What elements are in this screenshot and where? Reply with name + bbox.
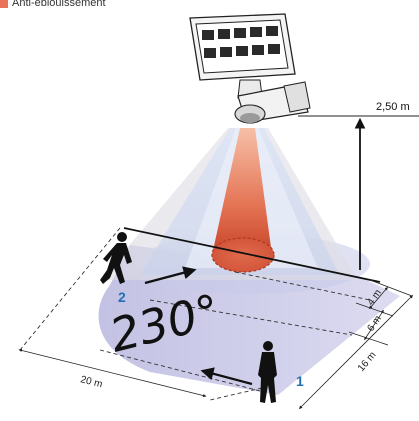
wall-line — [123, 227, 381, 283]
height-dimension: 2,50 m — [298, 101, 419, 270]
person-marker-2: 2 — [118, 289, 126, 305]
legend: Anti-éblouissement — [0, 0, 106, 9]
light-beam — [100, 128, 358, 280]
person-icon — [100, 232, 132, 284]
person-icon — [258, 341, 277, 403]
direction-arrow-left — [144, 266, 197, 285]
width-20-label: 20 m — [79, 374, 103, 390]
height-label: 2,50 m — [376, 101, 410, 113]
person-marker-1: 1 — [296, 373, 304, 389]
anti-glare-spot — [211, 237, 275, 273]
width-dimension: 20 m — [18, 348, 207, 398]
floodlight-icon — [189, 13, 311, 124]
direction-arrow-right — [200, 367, 253, 386]
legend-swatch — [0, 0, 8, 8]
anti-glare-cone — [212, 128, 272, 255]
legend-label: Anti-éblouissement — [12, 0, 106, 9]
depth-16-label: 16 m — [356, 350, 379, 374]
